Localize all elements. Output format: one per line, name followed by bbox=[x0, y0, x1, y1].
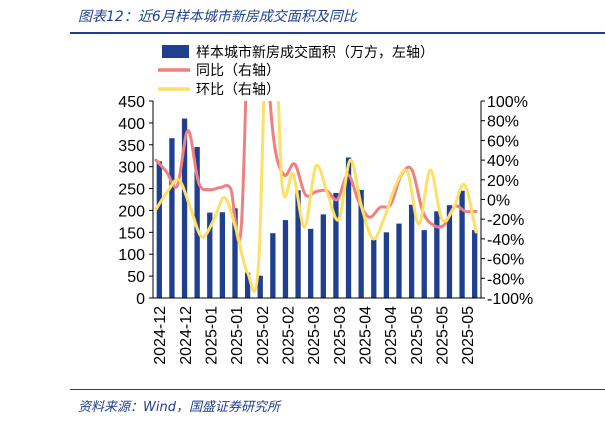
right-axis-ticks: -100% -80% -60% -40% -20% 0% 20% 40% 60% 80% 100% bbox=[481, 94, 533, 308]
right-tick-label-3: -40% bbox=[487, 232, 524, 249]
x-axis-ticks: 2024-12 2024-12 2025-01 2025-01 2025-02 2025-… bbox=[152, 306, 477, 365]
bar-15 bbox=[345, 157, 352, 298]
left-tick-label-0: 0 bbox=[136, 291, 145, 308]
top-rule bbox=[70, 32, 605, 34]
legend: 样本城市新房成交面积（万方，左轴） 同比（右轴） 环比（右轴） bbox=[158, 44, 434, 98]
bar-22 bbox=[434, 211, 440, 298]
bar-1 bbox=[169, 138, 175, 298]
bar-19 bbox=[396, 223, 402, 298]
right-tick-label-8: 60% bbox=[487, 133, 519, 150]
mom-line bbox=[154, 101, 478, 293]
lines bbox=[154, 101, 478, 293]
bar-14 bbox=[333, 192, 339, 298]
axes bbox=[152, 101, 482, 299]
figure-title: 图表12：近6月样本城市新房成交面积及同比 bbox=[78, 9, 357, 25]
bar-13 bbox=[320, 214, 326, 298]
bar-16 bbox=[358, 189, 364, 298]
x-tick-label-10: 2025-05 bbox=[409, 306, 426, 365]
legend-label-mom: 环比（右轴） bbox=[196, 82, 280, 98]
bar-6 bbox=[232, 208, 238, 298]
bar-18 bbox=[383, 232, 390, 298]
yoy-line bbox=[154, 101, 478, 243]
bar-24 bbox=[459, 190, 465, 298]
x-tick-label-12: 2025-05 bbox=[460, 306, 477, 365]
right-tick-label-9: 80% bbox=[487, 114, 519, 131]
bars bbox=[156, 118, 478, 298]
right-tick-label-5: 0% bbox=[487, 193, 510, 210]
left-tick-label-7: 350 bbox=[118, 138, 145, 155]
x-tick-label-11: 2025-05 bbox=[435, 306, 452, 365]
x-tick-label-1: 2024-12 bbox=[178, 306, 195, 365]
bar-7 bbox=[244, 272, 251, 298]
right-tick-label-0: -100% bbox=[487, 291, 533, 308]
right-tick-label-7: 40% bbox=[487, 153, 519, 170]
x-tick-label-7: 2025-03 bbox=[332, 306, 349, 365]
bar-8 bbox=[257, 275, 263, 298]
bar-10 bbox=[282, 220, 289, 298]
bar-11 bbox=[295, 190, 301, 298]
x-tick-label-9: 2025-04 bbox=[383, 306, 400, 365]
legend-label-area: 样本城市新房成交面积（万方，左轴） bbox=[196, 44, 434, 61]
left-axis-ticks: 0 50 100 150 200 250 300 350 400 450 bbox=[118, 94, 153, 308]
right-tick-label-2: -60% bbox=[487, 252, 524, 269]
bar-25 bbox=[472, 230, 478, 298]
bar-5 bbox=[219, 212, 226, 298]
bar-12 bbox=[308, 228, 314, 298]
bar-4 bbox=[207, 212, 213, 298]
bar-17 bbox=[371, 239, 377, 298]
left-tick-label-3: 150 bbox=[118, 225, 145, 242]
right-tick-label-10: 100% bbox=[487, 94, 528, 111]
legend-swatch-area bbox=[162, 45, 189, 58]
bar-23 bbox=[446, 205, 453, 298]
bar-3 bbox=[194, 146, 200, 298]
left-tick-label-4: 200 bbox=[118, 203, 145, 220]
x-tick-label-6: 2025-03 bbox=[306, 306, 323, 365]
x-tick-label-2: 2025-01 bbox=[204, 306, 221, 365]
x-tick-label-0: 2024-12 bbox=[152, 306, 169, 365]
legend-label-yoy: 同比（右轴） bbox=[196, 63, 280, 79]
left-tick-label-6: 300 bbox=[118, 160, 145, 177]
left-tick-label-8: 400 bbox=[118, 116, 145, 133]
bar-0 bbox=[156, 161, 162, 298]
left-tick-label-2: 100 bbox=[118, 247, 145, 264]
right-tick-label-4: -20% bbox=[487, 212, 524, 229]
source-note: 资料来源：Wind，国盛证券研究所 bbox=[78, 400, 280, 415]
x-tick-label-8: 2025-04 bbox=[358, 306, 375, 365]
bottom-rule bbox=[70, 389, 605, 390]
bar-9 bbox=[270, 233, 276, 298]
x-tick-label-5: 2025-02 bbox=[281, 306, 298, 365]
right-tick-label-6: 20% bbox=[487, 173, 519, 190]
right-tick-label-1: -80% bbox=[487, 271, 524, 288]
bar-20 bbox=[408, 204, 415, 298]
bar-21 bbox=[421, 230, 427, 298]
x-tick-label-4: 2025-02 bbox=[255, 306, 272, 365]
bar-2 bbox=[181, 118, 188, 298]
x-tick-label-3: 2025-01 bbox=[229, 306, 246, 365]
left-tick-label-5: 250 bbox=[118, 182, 145, 199]
left-tick-label-1: 50 bbox=[127, 269, 145, 286]
left-tick-label-9: 450 bbox=[118, 94, 145, 111]
